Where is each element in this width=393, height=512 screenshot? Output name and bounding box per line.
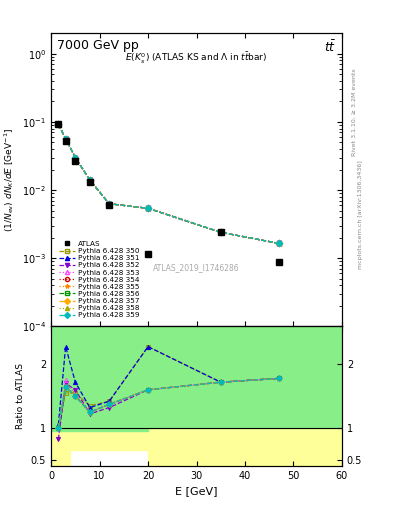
ATLAS bbox=[56, 121, 61, 127]
Text: mcplots.cern.ch [arXiv:1306.3436]: mcplots.cern.ch [arXiv:1306.3436] bbox=[358, 161, 363, 269]
ATLAS bbox=[107, 202, 112, 208]
ATLAS bbox=[88, 179, 92, 185]
Text: $t\bar{t}$: $t\bar{t}$ bbox=[324, 39, 336, 55]
Y-axis label: Ratio to ATLAS: Ratio to ATLAS bbox=[16, 363, 25, 429]
ATLAS bbox=[146, 251, 151, 257]
ATLAS bbox=[277, 259, 281, 265]
Text: 7000 GeV pp: 7000 GeV pp bbox=[57, 39, 139, 52]
Text: ATLAS_2019_I1746286: ATLAS_2019_I1746286 bbox=[153, 263, 240, 272]
ATLAS bbox=[73, 158, 78, 164]
Y-axis label: $(1/N_\mathrm{ev})\ dN_K/dE\ [\mathrm{GeV}^{-1}]$: $(1/N_\mathrm{ev})\ dN_K/dE\ [\mathrm{Ge… bbox=[3, 128, 17, 232]
Legend: ATLAS, Pythia 6.428 350, Pythia 6.428 351, Pythia 6.428 352, Pythia 6.428 353, P: ATLAS, Pythia 6.428 350, Pythia 6.428 35… bbox=[58, 240, 141, 320]
Line: ATLAS: ATLAS bbox=[55, 121, 282, 265]
ATLAS bbox=[63, 138, 68, 144]
Text: $E(K_s^0)$ (ATLAS KS and $\Lambda$ in $t\bar{t}$bar): $E(K_s^0)$ (ATLAS KS and $\Lambda$ in $t… bbox=[125, 51, 268, 66]
ATLAS bbox=[219, 229, 223, 236]
X-axis label: E [GeV]: E [GeV] bbox=[175, 486, 218, 496]
Text: Rivet 3.1.10, ≥ 3.2M events: Rivet 3.1.10, ≥ 3.2M events bbox=[352, 69, 357, 157]
